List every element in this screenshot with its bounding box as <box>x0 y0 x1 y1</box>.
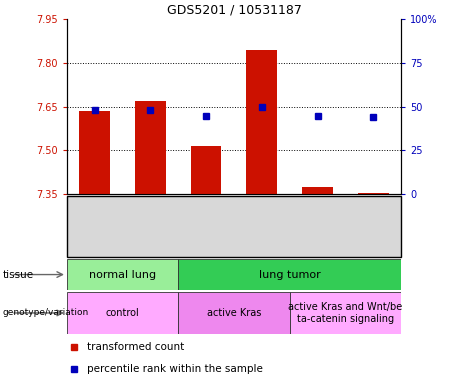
Bar <box>79 111 110 194</box>
Bar <box>358 193 389 194</box>
Bar <box>135 101 165 194</box>
Text: active Kras and Wnt/be
ta-catenin signaling: active Kras and Wnt/be ta-catenin signal… <box>288 302 402 324</box>
Text: GSM661023: GSM661023 <box>146 199 155 254</box>
Text: GSM661018: GSM661018 <box>313 199 322 254</box>
Title: GDS5201 / 10531187: GDS5201 / 10531187 <box>166 3 301 17</box>
Text: transformed count: transformed count <box>87 342 184 352</box>
Bar <box>247 50 277 194</box>
FancyBboxPatch shape <box>345 196 401 257</box>
FancyBboxPatch shape <box>178 292 290 334</box>
Text: genotype/variation: genotype/variation <box>2 308 89 318</box>
FancyBboxPatch shape <box>67 259 178 290</box>
Text: lung tumor: lung tumor <box>259 270 320 280</box>
Text: GSM661021: GSM661021 <box>257 199 266 254</box>
Text: GSM661020: GSM661020 <box>201 199 211 254</box>
FancyBboxPatch shape <box>178 259 401 290</box>
Text: active Kras: active Kras <box>207 308 261 318</box>
Text: tissue: tissue <box>2 270 34 280</box>
Text: GSM661022: GSM661022 <box>90 199 99 254</box>
Text: control: control <box>106 308 139 318</box>
FancyBboxPatch shape <box>178 196 234 257</box>
Bar <box>302 187 333 194</box>
FancyBboxPatch shape <box>67 196 123 257</box>
Bar <box>191 146 221 194</box>
FancyBboxPatch shape <box>290 196 345 257</box>
FancyBboxPatch shape <box>67 292 178 334</box>
Text: percentile rank within the sample: percentile rank within the sample <box>87 364 263 374</box>
Text: normal lung: normal lung <box>89 270 156 280</box>
FancyBboxPatch shape <box>123 196 178 257</box>
FancyBboxPatch shape <box>290 292 401 334</box>
Text: GSM661019: GSM661019 <box>369 199 378 254</box>
FancyBboxPatch shape <box>234 196 290 257</box>
